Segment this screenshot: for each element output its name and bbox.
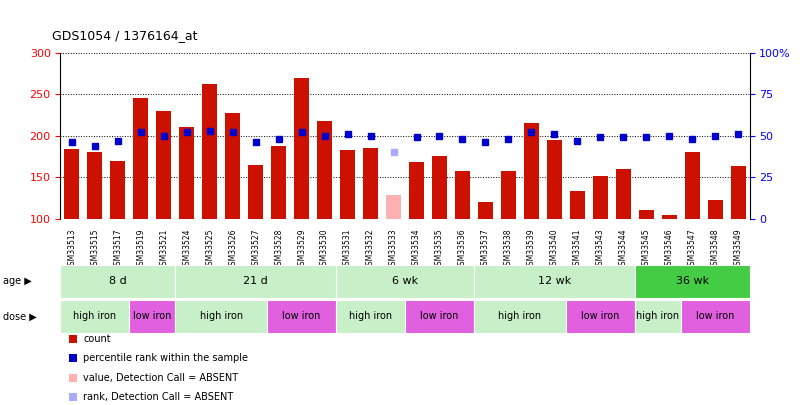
Text: 21 d: 21 d — [243, 277, 268, 286]
Text: GDS1054 / 1376164_at: GDS1054 / 1376164_at — [52, 30, 198, 43]
Bar — [409, 162, 424, 219]
Bar — [684, 152, 700, 219]
Bar — [455, 171, 470, 219]
Bar — [87, 152, 102, 219]
Text: age ▶: age ▶ — [3, 277, 32, 286]
Text: high iron: high iron — [200, 311, 243, 321]
Text: 36 wk: 36 wk — [675, 277, 708, 286]
Bar — [248, 165, 264, 219]
Bar — [225, 113, 240, 219]
Text: percentile rank within the sample: percentile rank within the sample — [83, 354, 248, 363]
Text: high iron: high iron — [498, 311, 542, 321]
Text: 12 wk: 12 wk — [538, 277, 571, 286]
Bar — [570, 191, 585, 219]
Bar — [386, 196, 401, 219]
Bar — [708, 200, 723, 219]
Bar — [638, 211, 654, 219]
Text: high iron: high iron — [73, 311, 117, 321]
Bar — [524, 123, 539, 219]
Bar — [478, 202, 493, 219]
Bar — [340, 150, 355, 219]
Text: 8 d: 8 d — [109, 277, 127, 286]
Text: rank, Detection Call = ABSENT: rank, Detection Call = ABSENT — [83, 392, 233, 402]
Bar — [546, 140, 562, 219]
Bar — [501, 171, 516, 219]
Bar — [110, 160, 126, 219]
Text: dose ▶: dose ▶ — [3, 311, 37, 321]
Bar — [294, 78, 310, 219]
Bar — [662, 215, 677, 219]
Text: value, Detection Call = ABSENT: value, Detection Call = ABSENT — [83, 373, 238, 383]
Bar — [133, 98, 148, 219]
Bar — [432, 156, 447, 219]
Bar — [179, 127, 194, 219]
Bar — [592, 175, 608, 219]
Text: low iron: low iron — [133, 311, 172, 321]
Bar — [156, 111, 172, 219]
Bar — [64, 149, 80, 219]
Bar — [730, 166, 746, 219]
Text: high iron: high iron — [349, 311, 393, 321]
Bar — [202, 84, 218, 219]
Bar — [616, 169, 631, 219]
Text: high iron: high iron — [636, 311, 679, 321]
Bar — [271, 146, 286, 219]
Bar — [363, 148, 378, 219]
Text: low iron: low iron — [420, 311, 459, 321]
Text: 6 wk: 6 wk — [392, 277, 418, 286]
Text: low iron: low iron — [282, 311, 321, 321]
Bar — [317, 121, 332, 219]
Text: low iron: low iron — [696, 311, 734, 321]
Text: count: count — [83, 334, 110, 344]
Text: low iron: low iron — [581, 311, 620, 321]
